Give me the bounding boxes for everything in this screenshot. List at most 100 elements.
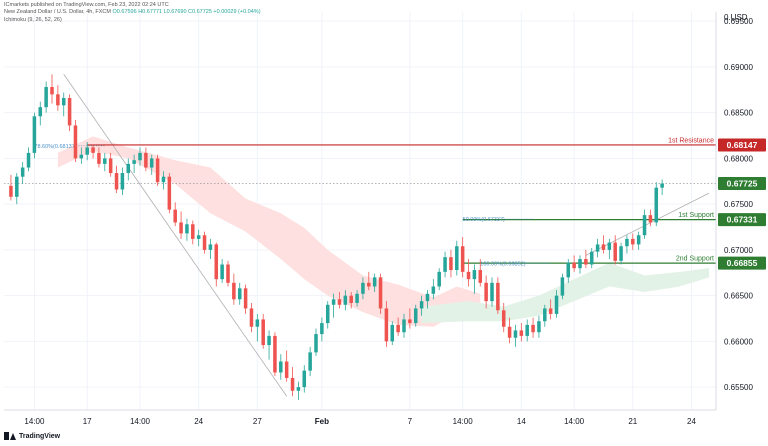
level-label: 1st Support [678, 212, 714, 219]
candle-body [472, 270, 477, 280]
indicator-label[interactable]: Ichimoku (9, 26, 52, 26) [4, 17, 62, 23]
candle-body [226, 264, 230, 283]
candle-body [402, 319, 406, 333]
candle-body [501, 310, 506, 327]
candle-body [9, 185, 13, 197]
candle-body [390, 324, 395, 342]
candle-body [308, 352, 312, 371]
candle-body [443, 257, 447, 272]
candle-body [384, 308, 389, 342]
candle-body [543, 308, 547, 322]
candle-body [636, 235, 641, 245]
candle-body [654, 187, 659, 223]
level-label: 2nd Support [676, 256, 714, 263]
candle-body [496, 282, 500, 311]
candle-body [531, 324, 535, 333]
y-tick-label: 0.67500 [724, 200, 753, 209]
candle-body [466, 271, 471, 280]
candle-body [108, 158, 113, 174]
candle-body [85, 147, 89, 155]
candle-body [61, 98, 66, 106]
candle-body [144, 152, 148, 168]
candle-body [243, 288, 248, 309]
candle-body [149, 158, 154, 168]
candle-body [625, 238, 629, 247]
tradingview-logo-text: TradingView [19, 432, 61, 440]
candle-body [548, 308, 553, 314]
candle-body [513, 330, 518, 338]
candle-body [601, 244, 606, 250]
candle-body [320, 323, 324, 335]
candle-body [167, 176, 172, 210]
x-tick-label: Feb [315, 417, 329, 426]
candle-body [173, 209, 177, 223]
level-badge-bg [718, 138, 766, 152]
candle-body [361, 282, 365, 294]
candle-body [132, 160, 136, 164]
candle-body [408, 319, 412, 324]
ohlc-values: O0.67596 H0.67771 L0.67690 C0.67725 +0.0… [112, 9, 261, 15]
candle-body [179, 222, 183, 234]
symbol-ohlc-line: New Zealand Dollar / U.S. Dollar, 4h, FX… [4, 9, 261, 15]
x-tick-label: 27 [253, 417, 262, 426]
x-tick-label: 17 [83, 417, 92, 426]
candle-body [91, 147, 95, 153]
candle-body [507, 326, 512, 338]
candle-body [302, 370, 307, 388]
candle-body [460, 246, 465, 272]
level-badge-text: 0.66855 [727, 258, 758, 268]
candle-body [97, 152, 101, 164]
candle-body [355, 293, 359, 303]
y-tick-label: 0.65500 [724, 383, 753, 392]
y-tick-label: 0.69000 [724, 63, 753, 72]
level-badge-text: 0.67331 [727, 215, 758, 225]
candle-body [202, 235, 207, 250]
ichimoku-cloud [57, 136, 710, 327]
x-tick-label: 14 [517, 417, 526, 426]
candle-body [607, 242, 612, 250]
candle-body [554, 295, 559, 314]
y-tick-label: 0.66500 [724, 292, 753, 301]
candle-body [478, 270, 483, 283]
current-price-badge-text: 0.67725 [727, 179, 758, 189]
trend-line [63, 73, 287, 397]
candle-body [161, 176, 166, 183]
candle-body [38, 107, 43, 117]
cloud-bearish [57, 136, 481, 327]
candle-body [208, 244, 213, 250]
candle-body [126, 163, 131, 174]
candle-body [103, 158, 107, 164]
x-tick-label: 24 [687, 417, 696, 426]
y-axis-unit: 0.USD [724, 13, 748, 22]
candle-body [642, 215, 647, 236]
candle-body [191, 224, 195, 239]
candlesticks [9, 74, 664, 400]
y-tick-label: 0.68500 [724, 109, 753, 118]
level-badge-text: 0.68147 [727, 140, 758, 150]
y-tick-label: 0.67000 [724, 246, 753, 255]
symbol-name: New Zealand Dollar / U.S. Dollar, 4h, FX… [4, 9, 111, 15]
candle-body [56, 94, 60, 106]
x-tick-label: 14:00 [453, 417, 474, 426]
tradingview-logo[interactable]: TradingView [4, 432, 60, 440]
y-tick-label: 0.68000 [724, 154, 753, 163]
x-tick-label: 14:00 [24, 417, 45, 426]
candle-body [537, 321, 541, 333]
level-lines: 1st Resistance 1st Support 2nd Support 78.6… [4, 137, 716, 267]
x-tick-label: 24 [194, 417, 203, 426]
candle-body [343, 295, 348, 305]
candle-body [249, 308, 254, 327]
candle-body [114, 173, 119, 190]
candle-body [267, 335, 271, 346]
candle-body [314, 334, 318, 353]
candle-body [648, 215, 653, 223]
x-axis: 14:00 17 14:00 24 27 Feb 7 14:00 14 14:00 21 24 [4, 409, 716, 426]
candle-body [589, 251, 594, 265]
candle-body [284, 361, 289, 378]
candle-body [273, 335, 277, 373]
candle-body [396, 324, 400, 333]
candle-body [337, 299, 342, 305]
x-tick-label: 7 [408, 417, 413, 426]
